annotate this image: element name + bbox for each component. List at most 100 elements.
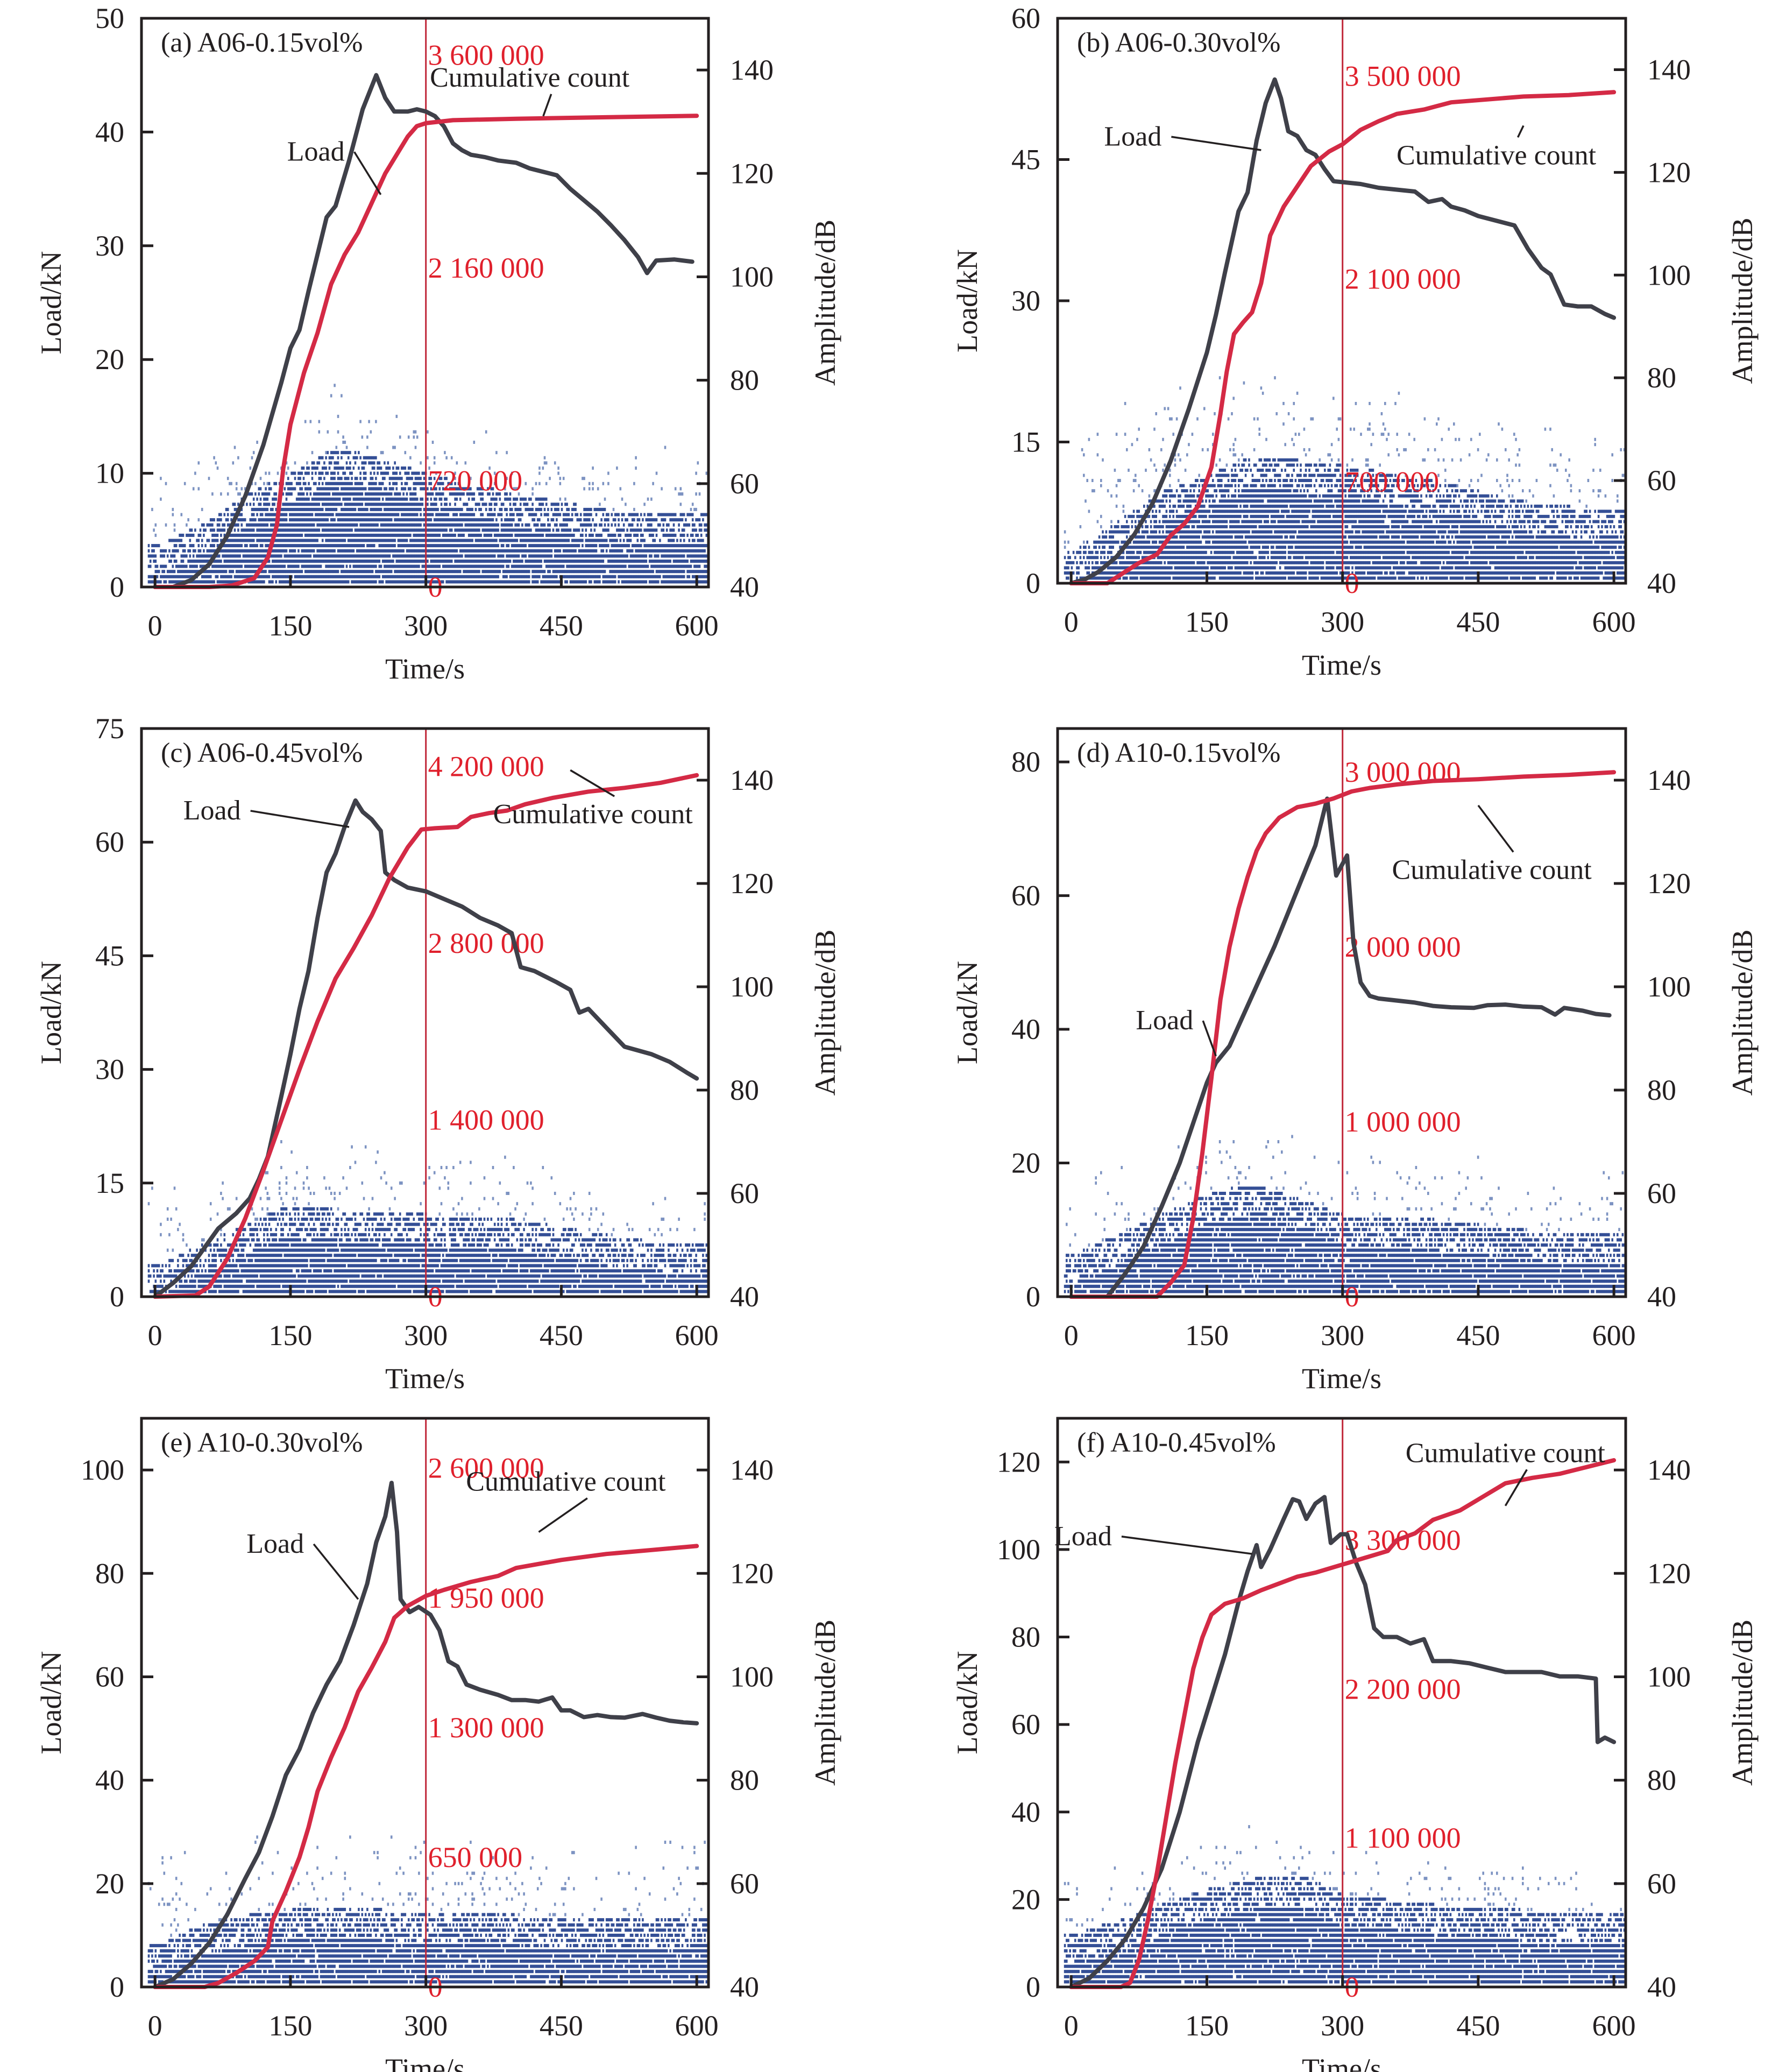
amplitude-hit [366, 575, 368, 578]
amplitude-hit [557, 544, 559, 548]
amplitude-hit [659, 544, 661, 548]
amplitude-hit [467, 575, 470, 578]
amplitude-hit [612, 544, 615, 548]
amplitude-hit [683, 539, 685, 542]
amplitude-hit [509, 513, 512, 517]
amplitude-hit [263, 528, 265, 532]
amplitude-hit [378, 487, 381, 491]
amplitude-hit [254, 554, 257, 558]
amplitude-hit [423, 471, 426, 475]
amplitude-hit [290, 564, 293, 568]
amplitude-hit [471, 544, 473, 548]
amplitude-hit [399, 471, 401, 475]
amplitude-hit [595, 575, 598, 578]
amplitude-hit [502, 564, 505, 568]
amplitude-hit [373, 528, 375, 532]
amplitude-hit [547, 544, 549, 548]
amplitude-hit [283, 575, 286, 578]
amplitude-hit [531, 575, 534, 578]
amplitude-hit [377, 487, 379, 491]
amplitude-hit [342, 487, 344, 491]
amplitude-hit [497, 544, 499, 548]
amplitude-hit [342, 580, 344, 584]
amplitude-hit [697, 564, 699, 568]
amplitude-hit [681, 564, 684, 568]
amplitude-hit [351, 570, 353, 574]
amplitude-hit [588, 487, 591, 491]
amplitude-hit [418, 554, 420, 558]
amplitude-hit [625, 518, 627, 522]
amplitude-hit [173, 549, 176, 553]
amplitude-hit [399, 518, 401, 522]
amplitude-hit [540, 507, 542, 511]
amplitude-hit [233, 533, 236, 537]
amplitude-hit [390, 539, 393, 542]
amplitude-hit [450, 570, 453, 574]
amplitude-hit [662, 533, 665, 537]
amplitude-hit [421, 564, 424, 568]
amplitude-hit [180, 570, 183, 574]
amplitude-hit [182, 560, 185, 563]
amplitude-hit [461, 580, 463, 584]
amplitude-hit [414, 560, 417, 563]
amplitude-hit [435, 554, 437, 558]
amplitude-hit [506, 580, 508, 584]
amplitude-hit [177, 580, 179, 584]
amplitude-hit [549, 560, 551, 563]
amplitude-hit [311, 549, 314, 553]
amplitude-hit [599, 560, 601, 563]
amplitude-hit [316, 575, 318, 578]
amplitude-hit [179, 575, 181, 578]
amplitude-hit [256, 507, 258, 511]
amplitude-hit [467, 539, 470, 542]
amplitude-hit [590, 554, 592, 558]
amplitude-hit [530, 497, 532, 501]
amplitude-hit [700, 575, 703, 578]
amplitude-hit [325, 497, 327, 501]
amplitude-hit [564, 497, 566, 501]
amplitude-hit [215, 539, 217, 542]
amplitude-hit [352, 564, 355, 568]
amplitude-hit [358, 497, 360, 501]
amplitude-hit [320, 523, 322, 527]
amplitude-hit [629, 554, 632, 558]
amplitude-hit [562, 554, 565, 558]
amplitude-hit [573, 539, 575, 542]
amplitude-hit [654, 560, 656, 563]
amplitude-hit [149, 560, 152, 563]
amplitude-hit [528, 528, 530, 532]
amplitude-hit [361, 549, 364, 553]
amplitude-hit [688, 564, 691, 568]
amplitude-hit [671, 544, 674, 548]
amplitude-hit [321, 544, 324, 548]
amplitude-hit [511, 471, 513, 475]
amplitude-hit [352, 580, 355, 584]
amplitude-hit [533, 513, 536, 517]
amplitude-hit [502, 539, 505, 542]
amplitude-hit [399, 570, 401, 574]
amplitude-hit [531, 533, 534, 537]
amplitude-hit [705, 471, 708, 475]
amplitude-hit [251, 456, 253, 459]
amplitude-hit [252, 544, 255, 548]
amplitude-hit [384, 492, 386, 496]
amplitude-hit [444, 477, 446, 480]
amplitude-hit [437, 554, 439, 558]
amplitude-hit [561, 533, 563, 537]
amplitude-hit [318, 420, 321, 423]
amplitude-hit [247, 570, 250, 574]
amplitude-hit [209, 518, 212, 522]
amplitude-hit [450, 580, 453, 584]
amplitude-hit [665, 560, 668, 563]
amplitude-hit [549, 539, 551, 542]
amplitude-hit [648, 560, 651, 563]
amplitude-hit [535, 523, 537, 527]
amplitude-hit [650, 497, 653, 501]
amplitude-hit [481, 523, 484, 527]
amplitude-hit [604, 518, 606, 522]
amplitude-hit [406, 518, 408, 522]
amplitude-hit [354, 477, 357, 480]
amplitude-hit [259, 477, 262, 480]
amplitude-hit [657, 570, 660, 574]
amplitude-hit [626, 549, 628, 553]
